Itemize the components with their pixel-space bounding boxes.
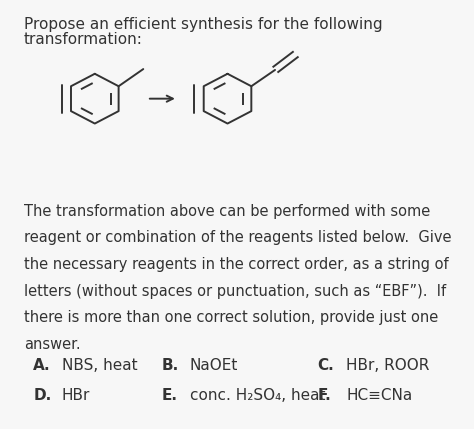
Text: conc. H₂SO₄, heat: conc. H₂SO₄, heat: [190, 388, 325, 403]
Text: reagent or combination of the reagents listed below.  Give: reagent or combination of the reagents l…: [24, 230, 451, 245]
Text: the necessary reagents in the correct order, as a string of: the necessary reagents in the correct or…: [24, 257, 448, 272]
Text: E.: E.: [161, 388, 177, 403]
Text: HBr: HBr: [62, 388, 90, 403]
Text: HBr, ROOR: HBr, ROOR: [346, 358, 429, 373]
Text: B.: B.: [161, 358, 178, 373]
Text: letters (without spaces or punctuation, such as “EBF”).  If: letters (without spaces or punctuation, …: [24, 284, 446, 299]
Text: transformation:: transformation:: [24, 32, 143, 47]
Text: F.: F.: [318, 388, 331, 403]
Text: there is more than one correct solution, provide just one: there is more than one correct solution,…: [24, 310, 438, 325]
Text: A.: A.: [33, 358, 51, 373]
Text: D.: D.: [33, 388, 52, 403]
Text: NBS, heat: NBS, heat: [62, 358, 137, 373]
Text: NaOEt: NaOEt: [190, 358, 238, 373]
Text: C.: C.: [318, 358, 334, 373]
Text: Propose an efficient synthesis for the following: Propose an efficient synthesis for the f…: [24, 17, 383, 32]
Text: HC≡CNa: HC≡CNa: [346, 388, 412, 403]
Text: The transformation above can be performed with some: The transformation above can be performe…: [24, 204, 430, 219]
Text: answer.: answer.: [24, 337, 80, 352]
